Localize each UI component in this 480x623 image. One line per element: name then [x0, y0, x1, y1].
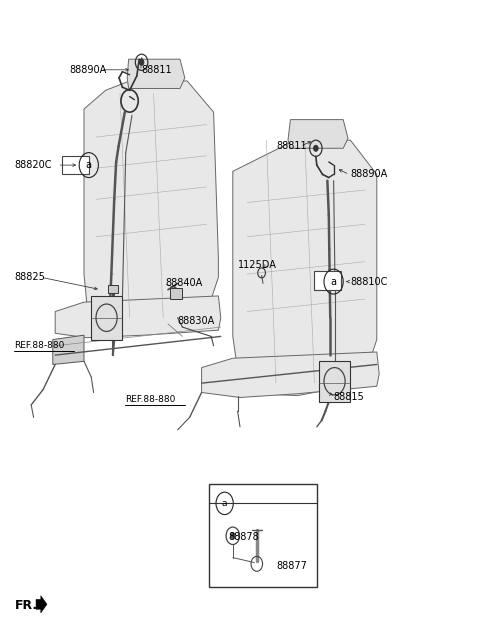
Text: 88878: 88878 [228, 532, 259, 542]
Text: 88811: 88811 [142, 65, 172, 75]
Text: 88890A: 88890A [350, 169, 388, 179]
Polygon shape [127, 59, 185, 88]
Text: 88840A: 88840A [166, 278, 203, 288]
Polygon shape [36, 596, 47, 613]
Text: a: a [222, 499, 228, 508]
Polygon shape [288, 120, 348, 148]
Text: a: a [331, 277, 336, 287]
FancyBboxPatch shape [91, 296, 122, 340]
Text: 1125DA: 1125DA [238, 260, 276, 270]
Bar [209, 484, 317, 587]
Bar [62, 156, 89, 174]
Text: 88877: 88877 [276, 561, 307, 571]
Circle shape [313, 145, 318, 151]
Text: a: a [86, 160, 92, 170]
Text: 88811: 88811 [276, 141, 307, 151]
Text: 88810C: 88810C [350, 277, 388, 287]
Text: 88890A: 88890A [70, 65, 107, 75]
Text: REF.88-880: REF.88-880 [14, 341, 65, 350]
Text: REF.88-880: REF.88-880 [125, 396, 175, 404]
Circle shape [139, 59, 144, 65]
Text: 88815: 88815 [334, 392, 364, 402]
Polygon shape [55, 296, 221, 338]
Text: 88825: 88825 [14, 272, 45, 282]
Polygon shape [53, 335, 84, 364]
Polygon shape [202, 352, 379, 397]
Text: 88830A: 88830A [178, 316, 215, 326]
Text: 88820C: 88820C [14, 160, 52, 170]
Polygon shape [84, 81, 218, 331]
Bar [314, 271, 341, 290]
FancyBboxPatch shape [319, 361, 350, 402]
Circle shape [230, 533, 235, 539]
Bar [170, 288, 182, 299]
Bar [108, 285, 118, 293]
Text: FR.: FR. [14, 599, 37, 612]
Polygon shape [233, 140, 377, 396]
